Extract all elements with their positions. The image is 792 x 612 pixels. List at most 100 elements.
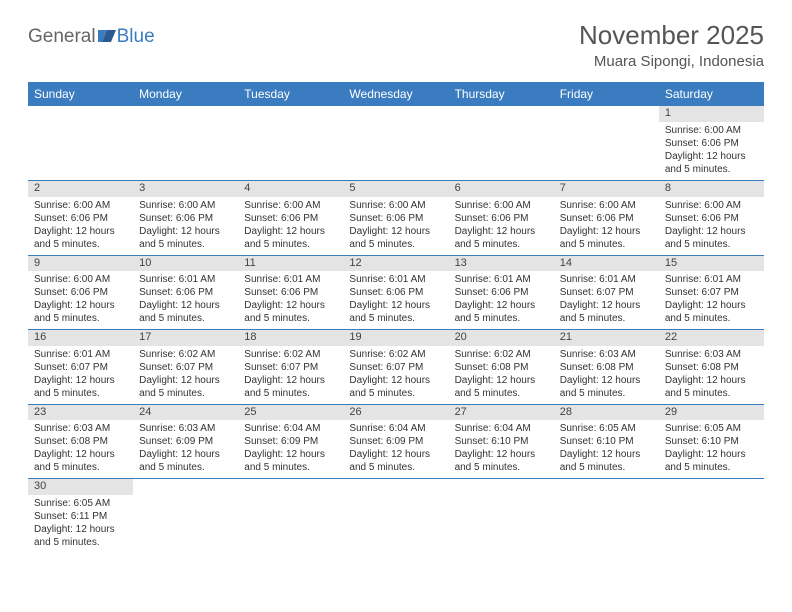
day-number: 11 [238, 255, 343, 271]
day-number: 18 [238, 330, 343, 346]
sunrise-text: Sunrise: 6:03 AM [560, 348, 653, 361]
logo-general: General [28, 26, 96, 48]
sunrise-text: Sunrise: 6:00 AM [455, 199, 548, 212]
sunset-text: Sunset: 6:09 PM [244, 435, 337, 448]
day-cell: Sunrise: 6:01 AMSunset: 6:06 PMDaylight:… [238, 271, 343, 330]
day-number: 21 [554, 330, 659, 346]
sunrise-text: Sunrise: 6:04 AM [455, 422, 548, 435]
sunset-text: Sunset: 6:06 PM [349, 212, 442, 225]
daylight-text: Daylight: 12 hours and 5 minutes. [244, 225, 337, 251]
weekday-header-row: SundayMondayTuesdayWednesdayThursdayFrid… [28, 82, 764, 106]
weekday-header: Thursday [449, 82, 554, 106]
day-cell: Sunrise: 6:00 AMSunset: 6:06 PMDaylight:… [659, 122, 764, 181]
day-number: 6 [449, 181, 554, 197]
daylight-text: Daylight: 12 hours and 5 minutes. [665, 448, 758, 474]
daylight-text: Daylight: 12 hours and 5 minutes. [139, 374, 232, 400]
day-cell: Sunrise: 6:00 AMSunset: 6:06 PMDaylight:… [343, 197, 448, 256]
day-cell: Sunrise: 6:01 AMSunset: 6:07 PMDaylight:… [659, 271, 764, 330]
sunset-text: Sunset: 6:06 PM [665, 212, 758, 225]
sunrise-text: Sunrise: 6:03 AM [139, 422, 232, 435]
day-cell: Sunrise: 6:00 AMSunset: 6:06 PMDaylight:… [238, 197, 343, 256]
day-number: 30 [28, 479, 133, 495]
day-content-row: Sunrise: 6:01 AMSunset: 6:07 PMDaylight:… [28, 346, 764, 405]
day-number [343, 106, 448, 122]
sunrise-text: Sunrise: 6:04 AM [349, 422, 442, 435]
sunrise-text: Sunrise: 6:05 AM [665, 422, 758, 435]
sunset-text: Sunset: 6:10 PM [665, 435, 758, 448]
day-number [449, 106, 554, 122]
day-content-row: Sunrise: 6:05 AMSunset: 6:11 PMDaylight:… [28, 495, 764, 553]
day-cell: Sunrise: 6:03 AMSunset: 6:08 PMDaylight:… [554, 346, 659, 405]
day-cell [343, 495, 448, 553]
sunrise-text: Sunrise: 6:03 AM [34, 422, 127, 435]
day-cell: Sunrise: 6:03 AMSunset: 6:08 PMDaylight:… [28, 420, 133, 479]
day-content-row: Sunrise: 6:00 AMSunset: 6:06 PMDaylight:… [28, 197, 764, 256]
weekday-header: Saturday [659, 82, 764, 106]
day-cell: Sunrise: 6:00 AMSunset: 6:06 PMDaylight:… [554, 197, 659, 256]
sunrise-text: Sunrise: 6:01 AM [560, 273, 653, 286]
sunrise-text: Sunrise: 6:01 AM [455, 273, 548, 286]
sunrise-text: Sunrise: 6:00 AM [349, 199, 442, 212]
day-cell: Sunrise: 6:02 AMSunset: 6:07 PMDaylight:… [133, 346, 238, 405]
day-cell: Sunrise: 6:04 AMSunset: 6:09 PMDaylight:… [343, 420, 448, 479]
weekday-header: Tuesday [238, 82, 343, 106]
day-number: 7 [554, 181, 659, 197]
calendar-table: SundayMondayTuesdayWednesdayThursdayFrid… [28, 82, 764, 553]
day-cell [554, 122, 659, 181]
sunset-text: Sunset: 6:07 PM [665, 286, 758, 299]
sunrise-text: Sunrise: 6:02 AM [244, 348, 337, 361]
day-number: 29 [659, 404, 764, 420]
page-title: November 2025 [579, 20, 764, 51]
day-cell: Sunrise: 6:01 AMSunset: 6:07 PMDaylight:… [554, 271, 659, 330]
day-number: 2 [28, 181, 133, 197]
day-number: 1 [659, 106, 764, 122]
day-number: 15 [659, 255, 764, 271]
sunrise-text: Sunrise: 6:00 AM [560, 199, 653, 212]
sunset-text: Sunset: 6:06 PM [455, 286, 548, 299]
day-number [133, 479, 238, 495]
sunset-text: Sunset: 6:08 PM [560, 361, 653, 374]
sunrise-text: Sunrise: 6:01 AM [139, 273, 232, 286]
day-number: 16 [28, 330, 133, 346]
sunset-text: Sunset: 6:08 PM [665, 361, 758, 374]
day-number: 12 [343, 255, 448, 271]
daylight-text: Daylight: 12 hours and 5 minutes. [349, 225, 442, 251]
day-number [659, 479, 764, 495]
day-number: 14 [554, 255, 659, 271]
day-cell: Sunrise: 6:03 AMSunset: 6:08 PMDaylight:… [659, 346, 764, 405]
sunset-text: Sunset: 6:06 PM [34, 286, 127, 299]
sunrise-text: Sunrise: 6:01 AM [349, 273, 442, 286]
sunset-text: Sunset: 6:08 PM [34, 435, 127, 448]
sunrise-text: Sunrise: 6:00 AM [34, 273, 127, 286]
day-number [238, 479, 343, 495]
sunrise-text: Sunrise: 6:00 AM [665, 199, 758, 212]
day-number-row: 2345678 [28, 181, 764, 197]
sunset-text: Sunset: 6:06 PM [349, 286, 442, 299]
sunrise-text: Sunrise: 6:00 AM [139, 199, 232, 212]
sunset-text: Sunset: 6:07 PM [244, 361, 337, 374]
daylight-text: Daylight: 12 hours and 5 minutes. [560, 299, 653, 325]
daylight-text: Daylight: 12 hours and 5 minutes. [665, 299, 758, 325]
daylight-text: Daylight: 12 hours and 5 minutes. [34, 225, 127, 251]
day-cell: Sunrise: 6:05 AMSunset: 6:11 PMDaylight:… [28, 495, 133, 553]
daylight-text: Daylight: 12 hours and 5 minutes. [139, 299, 232, 325]
sunset-text: Sunset: 6:08 PM [455, 361, 548, 374]
day-cell: Sunrise: 6:01 AMSunset: 6:06 PMDaylight:… [343, 271, 448, 330]
day-number-row: 9101112131415 [28, 255, 764, 271]
sunset-text: Sunset: 6:06 PM [455, 212, 548, 225]
sunrise-text: Sunrise: 6:03 AM [665, 348, 758, 361]
daylight-text: Daylight: 12 hours and 5 minutes. [349, 448, 442, 474]
day-cell: Sunrise: 6:04 AMSunset: 6:09 PMDaylight:… [238, 420, 343, 479]
day-number: 3 [133, 181, 238, 197]
daylight-text: Daylight: 12 hours and 5 minutes. [349, 374, 442, 400]
sunrise-text: Sunrise: 6:01 AM [244, 273, 337, 286]
location: Muara Sipongi, Indonesia [579, 53, 764, 70]
day-number [343, 479, 448, 495]
daylight-text: Daylight: 12 hours and 5 minutes. [34, 523, 127, 549]
day-number: 10 [133, 255, 238, 271]
weekday-header: Friday [554, 82, 659, 106]
day-cell: Sunrise: 6:02 AMSunset: 6:07 PMDaylight:… [238, 346, 343, 405]
sunset-text: Sunset: 6:06 PM [139, 212, 232, 225]
day-cell: Sunrise: 6:01 AMSunset: 6:06 PMDaylight:… [449, 271, 554, 330]
weekday-header: Wednesday [343, 82, 448, 106]
